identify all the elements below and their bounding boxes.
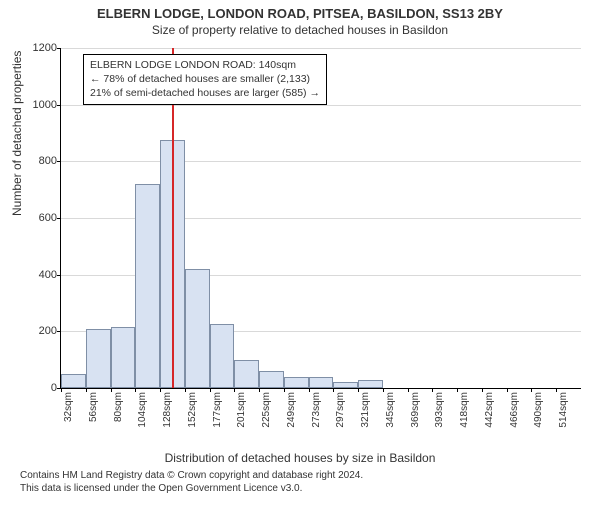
xtick-label: 56sqm [88, 392, 99, 422]
xtick-label: 273sqm [311, 392, 322, 428]
histogram-bar [358, 380, 383, 388]
histogram-bar [185, 269, 210, 388]
page-title: ELBERN LODGE, LONDON ROAD, PITSEA, BASIL… [0, 6, 600, 21]
x-axis-label: Distribution of detached houses by size … [0, 451, 600, 465]
xtick-mark [259, 388, 260, 392]
ytick-mark [57, 275, 61, 276]
xtick-label: 80sqm [113, 392, 124, 422]
ytick-mark [57, 331, 61, 332]
xtick-mark [408, 388, 409, 392]
xtick-label: 297sqm [335, 392, 346, 428]
histogram-bar [210, 324, 235, 388]
xtick-mark [185, 388, 186, 392]
credits-line1: Contains HM Land Registry data © Crown c… [20, 470, 580, 483]
xtick-label: 321sqm [360, 392, 371, 428]
info-box-line: ELBERN LODGE LONDON ROAD: 140sqm [90, 58, 320, 72]
histogram-bar [309, 377, 334, 388]
ytick-label: 200 [17, 325, 57, 337]
xtick-label: 128sqm [162, 392, 173, 428]
histogram-bar [111, 327, 136, 388]
ytick-label: 600 [17, 212, 57, 224]
info-box: ELBERN LODGE LONDON ROAD: 140sqm← 78% of… [83, 54, 327, 105]
xtick-mark [284, 388, 285, 392]
info-box-line: ← 78% of detached houses are smaller (2,… [90, 72, 320, 86]
chart-area: 02004006008001000120032sqm56sqm80sqm104s… [60, 48, 580, 418]
xtick-label: 32sqm [63, 392, 74, 422]
histogram-bar [135, 184, 160, 388]
y-axis-label: Number of detached properties [10, 51, 24, 216]
xtick-label: 466sqm [509, 392, 520, 428]
xtick-mark [309, 388, 310, 392]
gridline [61, 105, 581, 106]
xtick-label: 249sqm [286, 392, 297, 428]
ytick-mark [57, 161, 61, 162]
ytick-mark [57, 218, 61, 219]
ytick-mark [57, 105, 61, 106]
histogram-bar [333, 382, 358, 388]
xtick-label: 369sqm [410, 392, 421, 428]
gridline [61, 48, 581, 49]
histogram-bar [259, 371, 284, 388]
histogram-bar [284, 377, 309, 388]
xtick-label: 393sqm [434, 392, 445, 428]
xtick-label: 177sqm [212, 392, 223, 428]
histogram-bar [86, 329, 111, 389]
histogram-bar [61, 374, 86, 388]
xtick-label: 201sqm [236, 392, 247, 428]
ytick-label: 400 [17, 269, 57, 281]
xtick-label: 345sqm [385, 392, 396, 428]
xtick-mark [383, 388, 384, 392]
xtick-label: 152sqm [187, 392, 198, 428]
gridline [61, 161, 581, 162]
xtick-mark [111, 388, 112, 392]
xtick-label: 514sqm [558, 392, 569, 428]
ytick-label: 0 [17, 382, 57, 394]
xtick-label: 418sqm [459, 392, 470, 428]
ytick-label: 800 [17, 155, 57, 167]
xtick-label: 490sqm [533, 392, 544, 428]
xtick-label: 225sqm [261, 392, 272, 428]
xtick-mark [61, 388, 62, 392]
xtick-mark [507, 388, 508, 392]
credits-line2: This data is licensed under the Open Gov… [20, 483, 580, 496]
xtick-mark [358, 388, 359, 392]
xtick-mark [86, 388, 87, 392]
xtick-mark [482, 388, 483, 392]
histogram-bar [234, 360, 259, 388]
page-subtitle: Size of property relative to detached ho… [0, 23, 600, 37]
plot-area: 02004006008001000120032sqm56sqm80sqm104s… [60, 48, 581, 389]
xtick-mark [160, 388, 161, 392]
xtick-label: 442sqm [484, 392, 495, 428]
credits: Contains HM Land Registry data © Crown c… [20, 470, 580, 495]
info-box-line: 21% of semi-detached houses are larger (… [90, 86, 320, 100]
ytick-label: 1000 [17, 99, 57, 111]
xtick-label: 104sqm [137, 392, 148, 428]
xtick-mark [210, 388, 211, 392]
ytick-label: 1200 [17, 42, 57, 54]
ytick-mark [57, 48, 61, 49]
